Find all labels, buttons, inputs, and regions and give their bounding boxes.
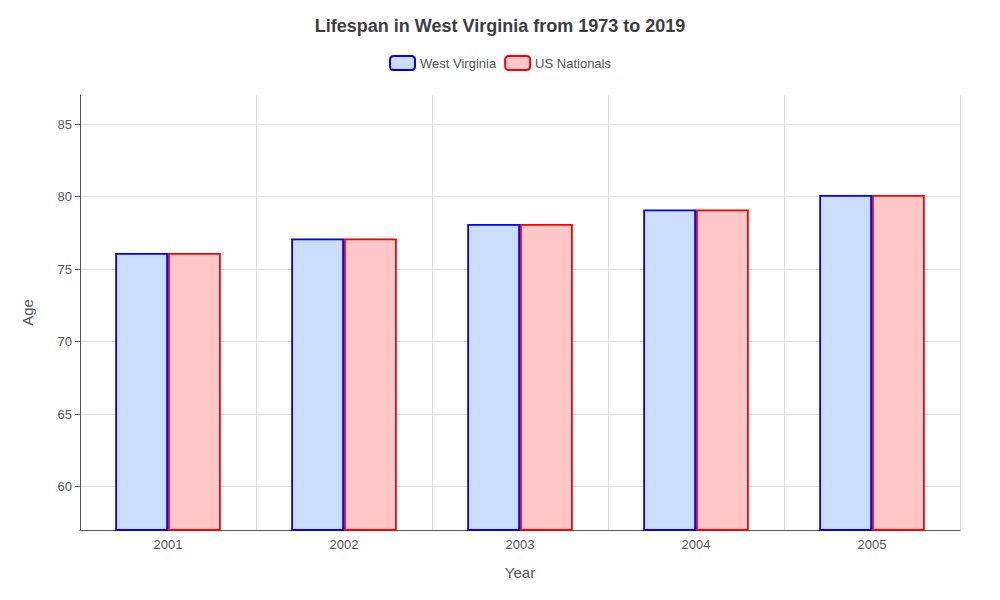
svg-text:2002: 2002 (330, 537, 359, 552)
svg-text:Age: Age (19, 299, 36, 326)
svg-text:60: 60 (58, 479, 72, 494)
svg-text:65: 65 (58, 407, 72, 422)
svg-text:West Virginia: West Virginia (420, 56, 497, 71)
svg-text:Year: Year (505, 564, 535, 581)
svg-text:US Nationals: US Nationals (535, 56, 611, 71)
svg-text:2001: 2001 (154, 537, 183, 552)
svg-text:80: 80 (58, 189, 72, 204)
svg-text:2003: 2003 (506, 537, 535, 552)
svg-text:2004: 2004 (682, 537, 711, 552)
svg-text:85: 85 (58, 117, 72, 132)
svg-text:Lifespan in West Virginia from: Lifespan in West Virginia from 1973 to 2… (315, 16, 685, 36)
svg-text:70: 70 (58, 334, 72, 349)
svg-text:75: 75 (58, 262, 72, 277)
svg-text:2005: 2005 (858, 537, 887, 552)
